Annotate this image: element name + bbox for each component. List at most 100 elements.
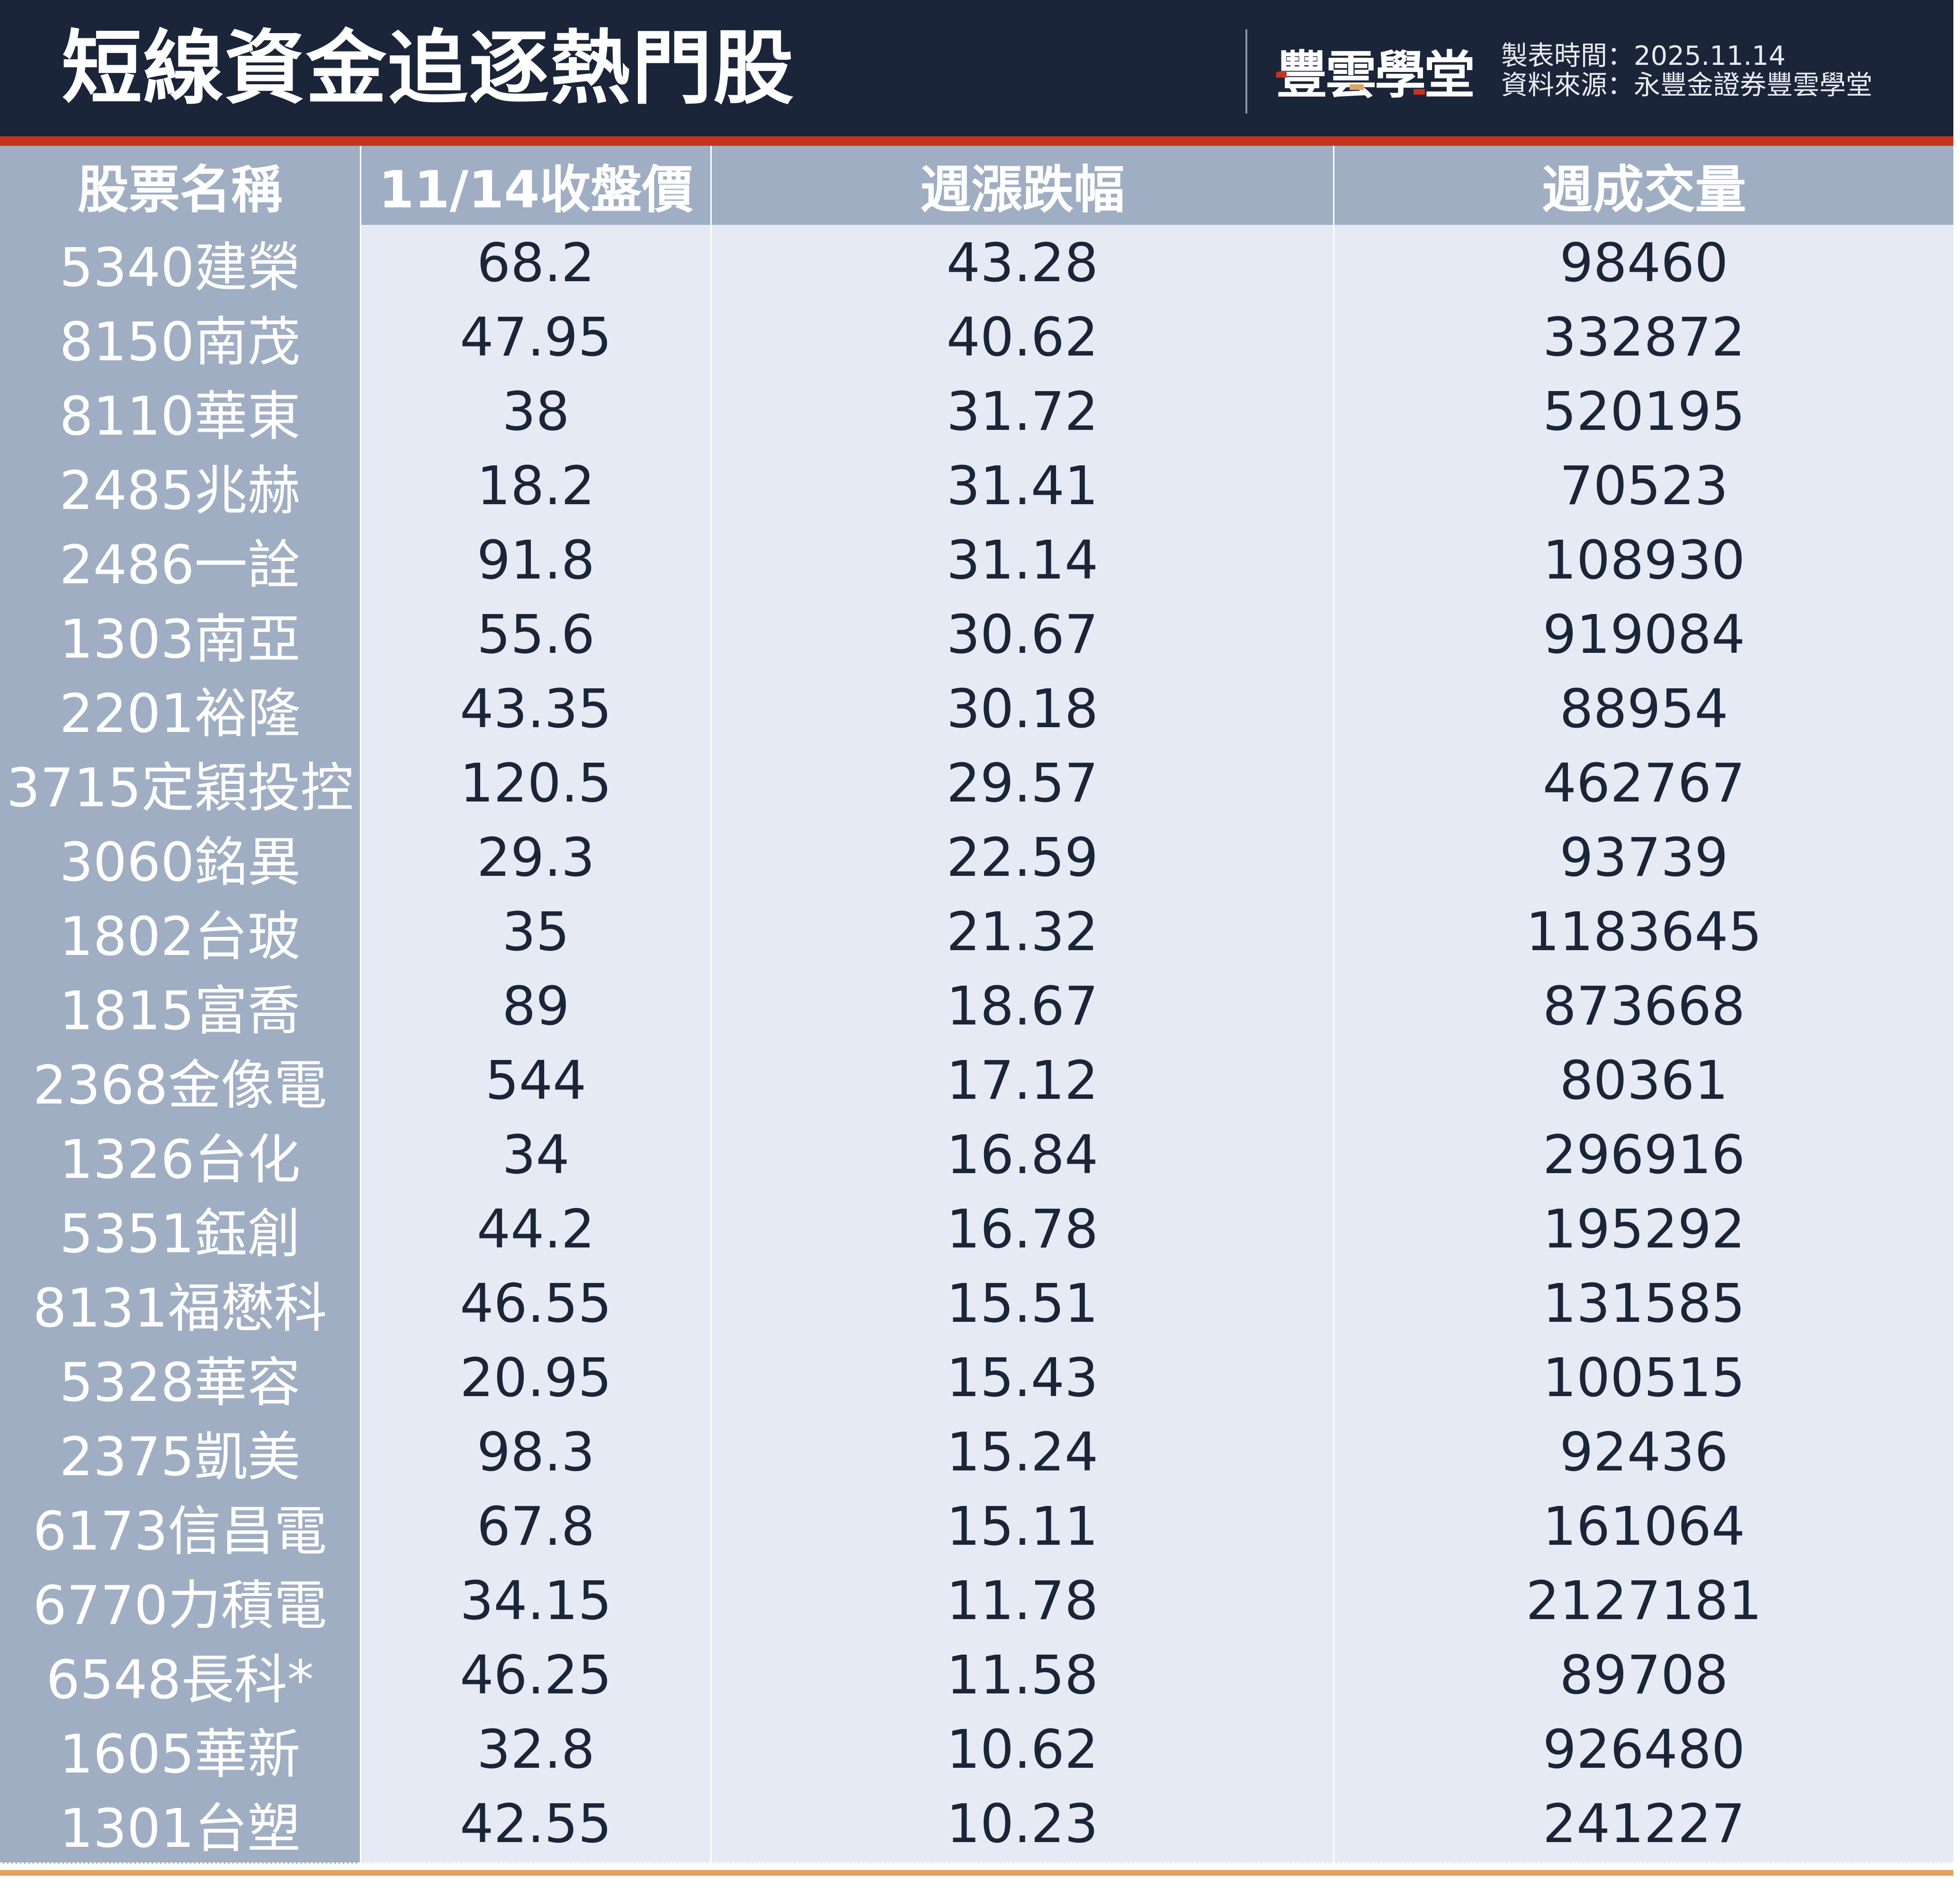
weekly-volume-cell: 88954 xyxy=(1333,671,1953,749)
close-price-cell: 91.8 xyxy=(360,522,710,600)
weekly-volume-cell: 89708 xyxy=(1333,1637,1953,1715)
weekly-volume-cell: 241227 xyxy=(1333,1786,1953,1864)
weekly-volume-cell: 919084 xyxy=(1333,597,1953,675)
data-source: 資料來源：永豐金證券豐雲學堂 xyxy=(1501,70,1872,101)
table-row: 6173信昌電 67.8 15.11 161064 xyxy=(0,1488,1953,1567)
weekly-change-cell: 18.67 xyxy=(710,968,1333,1046)
stock-name-cell: 6548長科* xyxy=(0,1637,360,1715)
weekly-change-cell: 40.62 xyxy=(710,299,1333,377)
close-price-cell: 34.15 xyxy=(360,1563,710,1641)
weekly-change-cell: 15.51 xyxy=(710,1265,1333,1344)
stock-name-cell: 5340建榮 xyxy=(0,225,360,303)
close-price-cell: 18.2 xyxy=(360,448,710,526)
stock-name-cell: 8150南茂 xyxy=(0,299,360,377)
close-price-cell: 89 xyxy=(360,968,710,1046)
weekly-volume-cell: 80361 xyxy=(1333,1042,1953,1121)
brand-logo: 豐雲學堂 xyxy=(1276,46,1475,105)
close-price-cell: 34 xyxy=(360,1117,710,1195)
weekly-volume-cell: 2127181 xyxy=(1333,1563,1953,1641)
weekly-volume-cell: 926480 xyxy=(1333,1711,1953,1790)
weekly-change-cell: 30.18 xyxy=(710,671,1333,749)
table-row: 8110華東 38 31.72 520195 xyxy=(0,374,1953,452)
weekly-volume-cell: 296916 xyxy=(1333,1117,1953,1195)
weekly-volume-cell: 92436 xyxy=(1333,1414,1953,1492)
bottom-accent-line xyxy=(0,1870,1953,1876)
weekly-volume-cell: 70523 xyxy=(1333,448,1953,526)
stock-name-cell: 2375凱美 xyxy=(0,1414,360,1492)
close-price-cell: 46.55 xyxy=(360,1265,710,1344)
weekly-volume-cell: 1183645 xyxy=(1333,894,1953,972)
table-row: 2485兆赫 18.2 31.41 70523 xyxy=(0,448,1953,526)
close-price-cell: 32.8 xyxy=(360,1711,710,1790)
stock-name-cell: 2485兆赫 xyxy=(0,448,360,526)
stock-name-cell: 3715定穎投控 xyxy=(0,745,360,823)
stock-name-cell: 8110華東 xyxy=(0,374,360,452)
table-row: 5340建榮 68.2 43.28 98460 xyxy=(0,225,1953,303)
close-price-cell: 55.6 xyxy=(360,597,710,675)
weekly-volume-cell: 161064 xyxy=(1333,1488,1953,1567)
weekly-volume-cell: 462767 xyxy=(1333,745,1953,823)
weekly-change-cell: 10.62 xyxy=(710,1711,1333,1790)
table-row: 3715定穎投控 120.5 29.57 462767 xyxy=(0,745,1953,823)
close-price-cell: 98.3 xyxy=(360,1414,710,1492)
weekly-change-cell: 15.11 xyxy=(710,1488,1333,1567)
table-row: 2486一詮 91.8 31.14 108930 xyxy=(0,522,1953,600)
weekly-change-cell: 31.14 xyxy=(710,522,1333,600)
stock-table: 股票名稱 11/14收盤價 週漲跌幅 週成交量 5340建榮 68.2 43.28 9… xyxy=(0,146,1953,1864)
stock-name-cell: 6173信昌電 xyxy=(0,1488,360,1567)
column-header-close-price: 11/14收盤價 xyxy=(360,146,710,225)
weekly-volume-cell: 873668 xyxy=(1333,968,1953,1046)
table-row: 5351鈺創 44.2 16.78 195292 xyxy=(0,1191,1953,1269)
close-price-cell: 35 xyxy=(360,894,710,972)
table-row: 1605華新 32.8 10.62 926480 xyxy=(0,1711,1953,1790)
weekly-change-cell: 15.24 xyxy=(710,1414,1333,1492)
table-row: 2368金像電 544 17.12 80361 xyxy=(0,1042,1953,1121)
stock-name-cell: 2368金像電 xyxy=(0,1042,360,1121)
weekly-volume-cell: 131585 xyxy=(1333,1265,1953,1344)
stock-name-cell: 8131福懋科 xyxy=(0,1265,360,1344)
stock-name-cell: 1303南亞 xyxy=(0,597,360,675)
weekly-volume-cell: 93739 xyxy=(1333,819,1953,898)
table-row: 1815富喬 89 18.67 873668 xyxy=(0,968,1953,1046)
made-time: 製表時間：2025.11.14 xyxy=(1501,41,1786,71)
logo-text: 豐雲學堂 xyxy=(1276,46,1475,105)
weekly-volume-cell: 332872 xyxy=(1333,299,1953,377)
close-price-cell: 29.3 xyxy=(360,819,710,898)
weekly-change-cell: 30.67 xyxy=(710,597,1333,675)
table-header-row: 股票名稱 11/14收盤價 週漲跌幅 週成交量 xyxy=(0,146,1953,225)
weekly-change-cell: 16.78 xyxy=(710,1191,1333,1269)
table-row: 8150南茂 47.95 40.62 332872 xyxy=(0,299,1953,377)
weekly-change-cell: 17.12 xyxy=(710,1042,1333,1121)
table-row: 2201裕隆 43.35 30.18 88954 xyxy=(0,671,1953,749)
stock-name-cell: 1605華新 xyxy=(0,1711,360,1790)
weekly-volume-cell: 98460 xyxy=(1333,225,1953,303)
close-price-cell: 47.95 xyxy=(360,299,710,377)
table-row: 1326台化 34 16.84 296916 xyxy=(0,1117,1953,1195)
close-price-cell: 20.95 xyxy=(360,1340,710,1418)
close-price-cell: 43.35 xyxy=(360,671,710,749)
table-row: 3060銘異 29.3 22.59 93739 xyxy=(0,819,1953,898)
table-row: 1301台塑 42.55 10.23 241227 xyxy=(0,1786,1953,1864)
stock-name-cell: 6770力積電 xyxy=(0,1563,360,1641)
weekly-change-cell: 21.32 xyxy=(710,894,1333,972)
weekly-change-cell: 10.23 xyxy=(710,1786,1333,1864)
stock-name-cell: 1815富喬 xyxy=(0,968,360,1046)
stock-name-cell: 2486一詮 xyxy=(0,522,360,600)
header-meta: 製表時間：2025.11.14 資料來源：永豐金證券豐雲學堂 xyxy=(1501,42,1872,100)
close-price-cell: 120.5 xyxy=(360,745,710,823)
stock-name-cell: 5351鈺創 xyxy=(0,1191,360,1269)
page-title: 短線資金追逐熱門股 xyxy=(62,22,795,116)
weekly-change-cell: 11.58 xyxy=(710,1637,1333,1715)
stock-name-cell: 1301台塑 xyxy=(0,1786,360,1864)
column-header-weekly-volume: 週成交量 xyxy=(1333,146,1953,225)
close-price-cell: 38 xyxy=(360,374,710,452)
weekly-change-cell: 22.59 xyxy=(710,819,1333,898)
column-header-weekly-change: 週漲跌幅 xyxy=(710,146,1333,225)
header-divider xyxy=(1245,29,1247,114)
table-row: 5328華容 20.95 15.43 100515 xyxy=(0,1340,1953,1418)
weekly-change-cell: 31.72 xyxy=(710,374,1333,452)
header-banner: 短線資金追逐熱門股 豐雲學堂 製表時間：2025.11.14 資料來源：永豐金證… xyxy=(0,0,1953,136)
close-price-cell: 44.2 xyxy=(360,1191,710,1269)
table-row: 1303南亞 55.6 30.67 919084 xyxy=(0,597,1953,675)
stock-name-cell: 5328華容 xyxy=(0,1340,360,1418)
